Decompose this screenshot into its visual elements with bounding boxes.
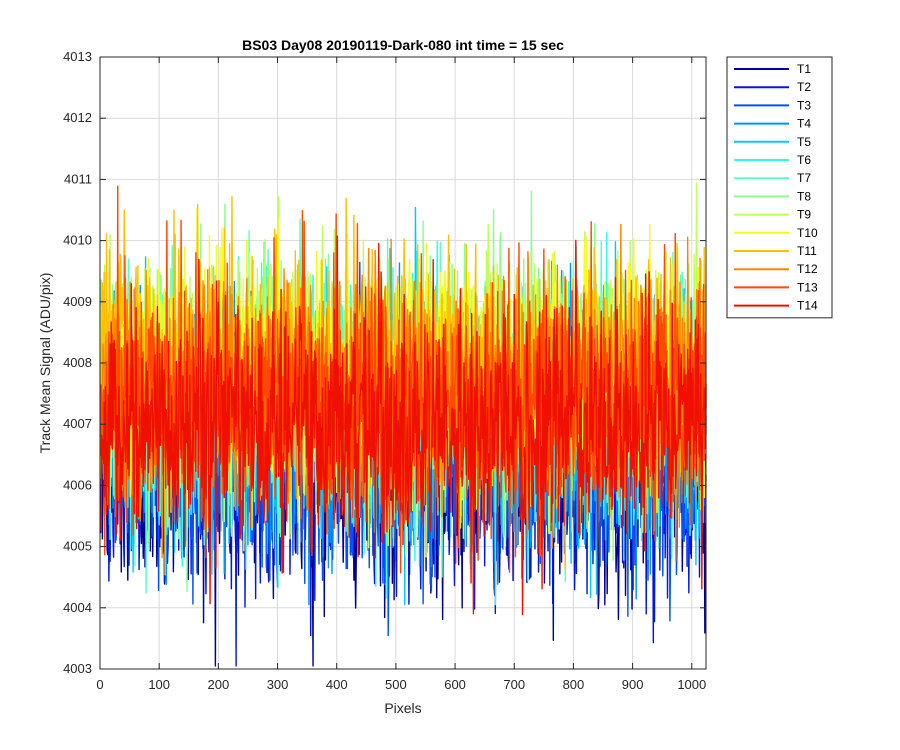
y-tick-label: 4012 bbox=[63, 110, 92, 125]
legend: T1 T2 T3 T4 T5 T6 T7 T8 T9 T10 T11 T12 T13 T14 bbox=[726, 56, 833, 319]
legend-label: T5 bbox=[797, 135, 811, 149]
x-tick-label: 1000 bbox=[677, 677, 706, 692]
legend-label: T14 bbox=[797, 299, 818, 313]
x-tick-label: 600 bbox=[444, 677, 466, 692]
legend-label: T13 bbox=[797, 280, 818, 294]
legend-label: T9 bbox=[797, 208, 811, 222]
x-axis-label: Pixels bbox=[384, 700, 421, 716]
legend-label: T2 bbox=[797, 80, 811, 94]
x-tick-label: 400 bbox=[326, 677, 348, 692]
x-tick-label: 900 bbox=[622, 677, 644, 692]
y-tick-label: 4010 bbox=[63, 233, 92, 248]
x-tick-label: 100 bbox=[148, 677, 170, 692]
x-tick-label: 800 bbox=[563, 677, 585, 692]
legend-label: T7 bbox=[797, 171, 811, 185]
legend-label: T4 bbox=[797, 117, 811, 131]
x-tick-label: 200 bbox=[208, 677, 230, 692]
series-layer bbox=[99, 182, 707, 667]
x-tick-label: 300 bbox=[267, 677, 289, 692]
y-tick-label: 4008 bbox=[63, 355, 92, 370]
y-tick-label: 4009 bbox=[63, 294, 92, 309]
y-axis-label: Track Mean Signal (ADU/pix) bbox=[37, 273, 53, 454]
ticks: 0 100 200 300 400 500 600 700 800 900 1000 4003 4004… bbox=[63, 49, 706, 692]
y-tick-label: 4011 bbox=[64, 171, 92, 186]
y-tick-label: 4004 bbox=[63, 600, 92, 615]
legend-label: T6 bbox=[797, 153, 811, 167]
legend-label: T8 bbox=[797, 189, 811, 203]
legend-label: T3 bbox=[797, 98, 811, 112]
y-tick-label: 4005 bbox=[63, 539, 92, 554]
x-tick-label: 500 bbox=[385, 677, 407, 692]
legend-label: T10 bbox=[797, 226, 818, 240]
chart-title: BS03 Day08 20190119-Dark-080 int time = … bbox=[242, 37, 564, 53]
y-tick-label: 4007 bbox=[63, 416, 92, 431]
x-tick-label: 0 bbox=[96, 677, 103, 692]
legend-box bbox=[726, 56, 833, 319]
y-tick-label: 4013 bbox=[63, 49, 92, 64]
y-tick-label: 4006 bbox=[63, 477, 92, 492]
legend-label: T1 bbox=[797, 62, 811, 76]
legend-label: T11 bbox=[797, 244, 817, 258]
series-line-T14 bbox=[99, 235, 707, 616]
y-tick-label: 4003 bbox=[63, 661, 92, 676]
x-tick-label: 700 bbox=[503, 677, 525, 692]
legend-label: T12 bbox=[797, 262, 818, 276]
